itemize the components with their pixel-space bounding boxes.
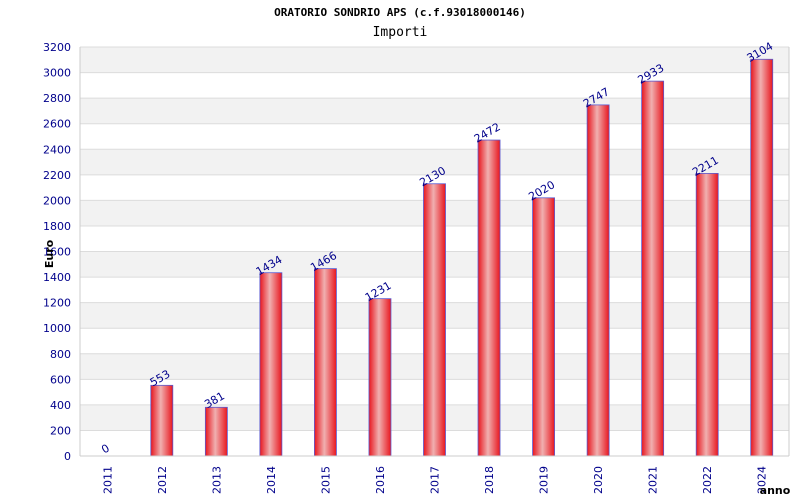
bar xyxy=(423,183,446,457)
y-tick-label: 1200 xyxy=(43,297,71,310)
bar xyxy=(750,58,774,457)
y-tick-label: 2800 xyxy=(43,92,71,105)
x-tick-label: 2018 xyxy=(483,466,496,494)
y-tick-label: 1400 xyxy=(43,271,71,284)
x-axis-label: anno xyxy=(760,484,791,497)
y-tick-label: 200 xyxy=(50,424,71,437)
x-tick-label: 2014 xyxy=(265,466,278,494)
grid-band xyxy=(80,98,789,124)
y-tick-label: 1000 xyxy=(43,322,71,335)
bar xyxy=(259,272,283,457)
bar xyxy=(532,197,555,457)
bar-value-label: 0 xyxy=(99,442,112,457)
x-tick-label: 2024 xyxy=(756,466,769,494)
bar xyxy=(695,173,719,457)
y-tick-label: 2200 xyxy=(43,169,71,182)
x-tick-label: 2020 xyxy=(592,466,605,494)
y-tick-label: 2000 xyxy=(43,194,71,207)
bar xyxy=(314,268,337,457)
grid-band xyxy=(80,47,789,73)
bar xyxy=(150,384,174,457)
bar xyxy=(641,80,665,457)
x-tick-label: 2011 xyxy=(101,466,114,494)
y-tick-label: 3000 xyxy=(43,67,71,80)
bar xyxy=(368,298,392,457)
chart-subtitle: Importi xyxy=(372,25,428,40)
bar xyxy=(204,406,228,457)
chart-title: ORATORIO SONDRIO APS (c.f.93018000146) xyxy=(274,6,526,19)
x-tick-label: 2015 xyxy=(319,466,332,494)
x-tick-label: 2016 xyxy=(374,466,387,494)
grid-band xyxy=(80,149,789,175)
y-tick-label: 2400 xyxy=(43,143,71,156)
y-axis-label: Euro xyxy=(43,239,56,268)
x-tick-label: 2021 xyxy=(647,466,660,494)
y-tick-label: 400 xyxy=(50,399,71,412)
x-tick-label: 2012 xyxy=(156,466,169,494)
y-tick-label: 800 xyxy=(50,348,71,361)
x-tick-label: 2013 xyxy=(210,466,223,494)
y-tick-label: 3200 xyxy=(43,41,71,54)
y-tick-label: 0 xyxy=(64,450,71,463)
bar xyxy=(477,139,501,457)
x-tick-label: 2022 xyxy=(701,466,714,494)
bar xyxy=(586,104,610,457)
y-tick-label: 1600 xyxy=(43,246,71,259)
x-tick-label: 2019 xyxy=(538,466,551,494)
y-tick-label: 600 xyxy=(50,373,71,386)
y-tick-label: 2600 xyxy=(43,118,71,131)
x-tick-label: 2017 xyxy=(429,466,442,494)
y-tick-label: 1800 xyxy=(43,220,71,233)
